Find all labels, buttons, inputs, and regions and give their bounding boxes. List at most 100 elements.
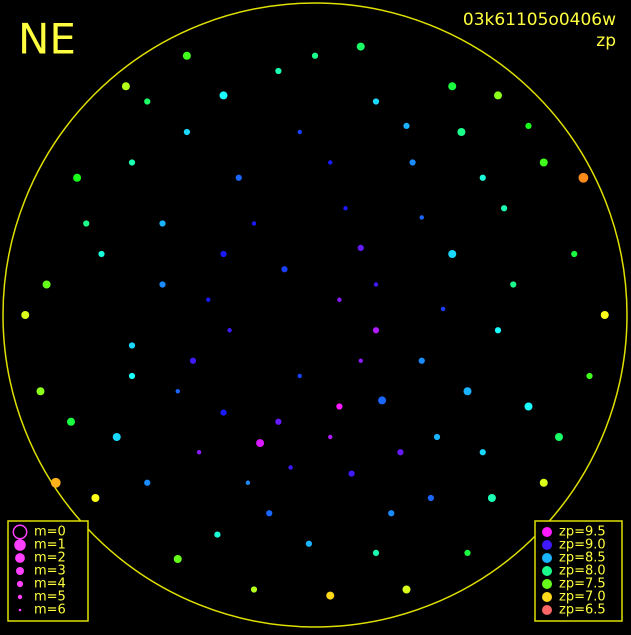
star xyxy=(121,82,130,91)
sky-boundary xyxy=(2,2,628,628)
star xyxy=(328,434,333,440)
star xyxy=(227,328,232,333)
star xyxy=(275,418,282,425)
magnitude-legend-label: m=6 xyxy=(34,603,66,618)
subtitle: zp xyxy=(596,31,616,51)
star xyxy=(251,221,257,226)
star xyxy=(463,387,472,396)
star xyxy=(388,510,395,517)
star xyxy=(501,205,508,212)
chart-title: NE xyxy=(18,15,76,64)
star xyxy=(206,297,211,302)
star xyxy=(397,449,404,456)
star xyxy=(419,215,424,220)
star xyxy=(128,372,136,380)
star xyxy=(21,311,30,319)
magnitude-legend-marker xyxy=(12,524,28,540)
magnitude-legend-marker xyxy=(18,608,22,612)
star xyxy=(128,159,136,166)
magnitude-legend-label: m=2 xyxy=(34,551,66,566)
star xyxy=(418,357,425,364)
star xyxy=(175,389,180,394)
star xyxy=(427,494,434,502)
star xyxy=(311,52,319,59)
star xyxy=(494,327,502,334)
zp-legend-label: zp=6.5 xyxy=(559,603,606,618)
magnitude-legend-marker xyxy=(16,567,24,575)
star xyxy=(219,91,228,100)
star xyxy=(337,297,342,302)
star xyxy=(336,403,343,410)
star xyxy=(494,91,502,100)
star xyxy=(173,555,182,563)
star xyxy=(600,311,609,319)
star xyxy=(578,172,589,183)
star xyxy=(214,531,221,538)
magnitude-legend-marker xyxy=(17,594,23,600)
star xyxy=(433,433,441,441)
star xyxy=(50,477,61,488)
star xyxy=(144,98,151,105)
star xyxy=(487,494,496,502)
zp-legend-marker xyxy=(542,579,552,589)
star xyxy=(326,591,335,600)
magnitude-legend-label: m=1 xyxy=(34,538,66,553)
star xyxy=(571,250,578,258)
star xyxy=(305,540,312,547)
zp-legend-marker xyxy=(542,566,552,576)
star xyxy=(348,470,355,477)
star xyxy=(288,465,293,470)
star xyxy=(42,280,51,289)
star xyxy=(448,82,457,91)
star xyxy=(98,250,105,258)
magnitude-legend-label: m=0 xyxy=(34,525,66,540)
star xyxy=(112,433,121,441)
star xyxy=(539,158,548,167)
zp-legend-label: zp=7.0 xyxy=(559,590,606,605)
zp-legend-label: zp=7.5 xyxy=(559,577,606,592)
star xyxy=(479,449,486,456)
magnitude-legend-marker xyxy=(15,553,25,563)
star xyxy=(448,250,457,258)
star xyxy=(275,67,282,75)
star xyxy=(245,480,251,485)
star xyxy=(144,479,151,486)
magnitude-legend-marker xyxy=(14,539,26,551)
star xyxy=(297,373,302,379)
star xyxy=(524,402,533,411)
star xyxy=(297,129,302,135)
star xyxy=(220,250,227,258)
star xyxy=(128,342,136,349)
magnitude-legend-label: m=3 xyxy=(34,564,66,579)
star xyxy=(182,51,191,60)
zp-legend-marker xyxy=(542,592,552,602)
star xyxy=(555,433,563,441)
magnitude-legend-label: m=5 xyxy=(34,590,66,605)
star xyxy=(402,585,411,594)
zp-legend-marker xyxy=(542,540,552,550)
zp-legend-marker xyxy=(542,553,552,563)
star xyxy=(159,220,166,227)
star xyxy=(67,417,75,426)
star xyxy=(220,409,227,416)
star xyxy=(91,494,100,502)
star xyxy=(464,549,471,557)
zp-legend-label: zp=8.0 xyxy=(559,564,606,579)
star xyxy=(539,478,548,487)
star xyxy=(356,42,365,51)
star xyxy=(256,439,265,448)
star xyxy=(73,173,82,182)
star xyxy=(328,160,333,165)
star xyxy=(36,387,45,396)
star xyxy=(266,510,273,517)
star xyxy=(525,122,532,129)
star xyxy=(372,327,380,334)
zp-legend-marker xyxy=(542,605,552,615)
star xyxy=(250,586,258,593)
star xyxy=(372,98,380,105)
star xyxy=(235,174,242,181)
star xyxy=(409,159,416,166)
magnitude-legend-label: m=4 xyxy=(34,577,66,592)
